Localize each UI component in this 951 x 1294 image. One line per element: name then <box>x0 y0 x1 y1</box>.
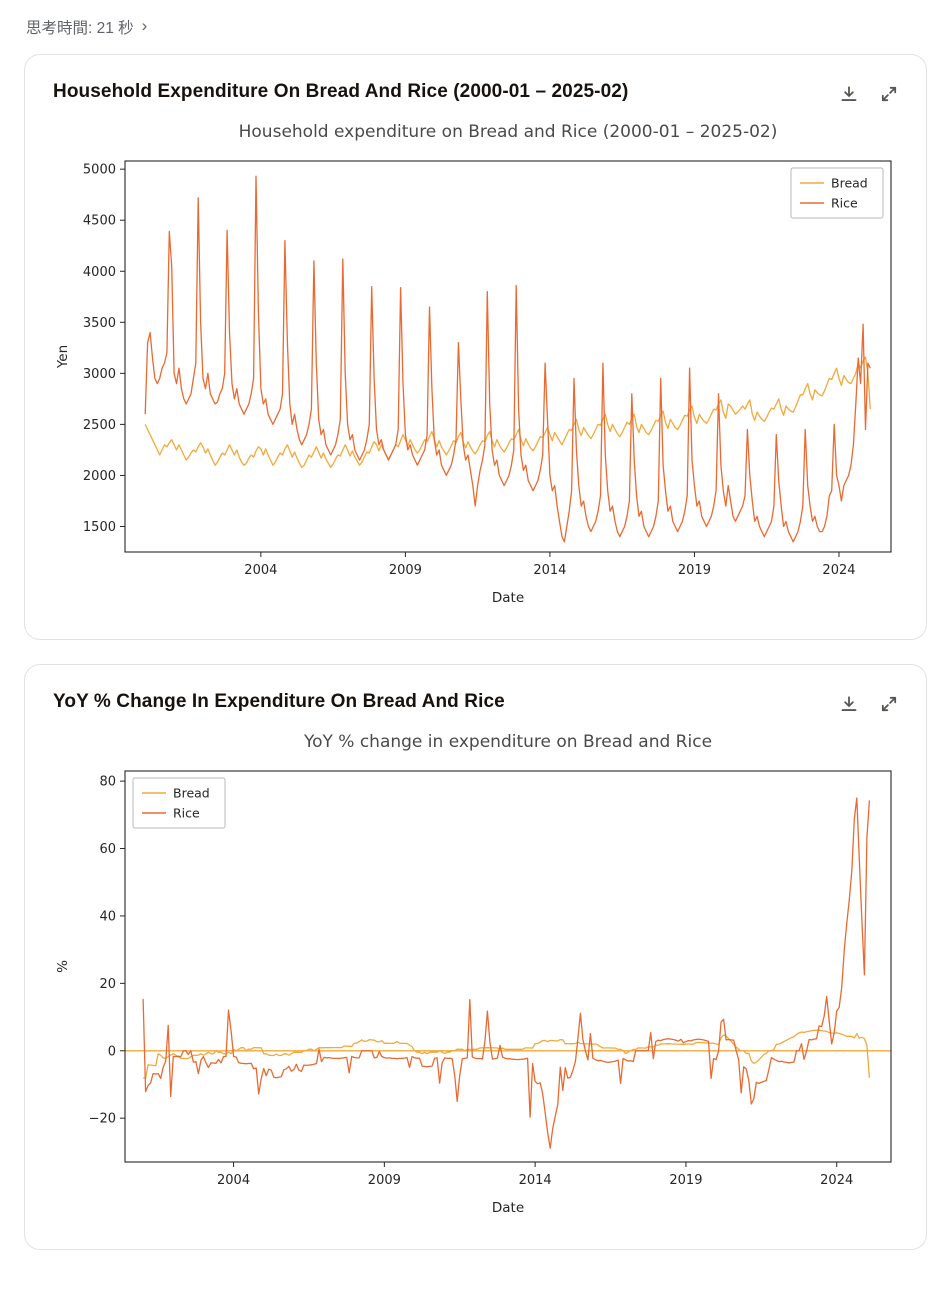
svg-text:Rice: Rice <box>173 806 200 821</box>
download-button[interactable] <box>838 83 860 105</box>
svg-text:20: 20 <box>99 977 116 992</box>
svg-text:2004: 2004 <box>244 563 277 578</box>
expand-button[interactable] <box>878 693 900 715</box>
svg-text:Yen: Yen <box>55 345 71 369</box>
yoy-chart: YoY % change in expenditure on Bread and… <box>42 721 909 1231</box>
yoy-card-title: YoY % Change In Expenditure On Bread And… <box>53 691 505 712</box>
svg-text:2014: 2014 <box>533 563 566 578</box>
svg-text:4500: 4500 <box>82 214 115 229</box>
svg-text:Bread: Bread <box>831 176 868 191</box>
svg-text:Rice: Rice <box>831 196 858 211</box>
svg-text:2019: 2019 <box>669 1173 702 1188</box>
svg-text:2014: 2014 <box>518 1173 551 1188</box>
svg-text:Bread: Bread <box>173 786 210 801</box>
expand-icon <box>881 86 897 102</box>
svg-text:0: 0 <box>107 1044 115 1059</box>
svg-text:2500: 2500 <box>82 418 115 433</box>
svg-text:−20: −20 <box>88 1112 115 1127</box>
svg-text:%: % <box>55 960 71 973</box>
svg-text:2000: 2000 <box>82 469 115 484</box>
expenditure-card-title: Household Expenditure On Bread And Rice … <box>53 81 629 102</box>
expand-icon <box>881 696 897 712</box>
svg-text:2009: 2009 <box>367 1173 400 1188</box>
svg-text:Household expenditure on Bread: Household expenditure on Bread and Rice … <box>238 122 777 142</box>
download-icon <box>841 86 857 101</box>
svg-text:40: 40 <box>99 909 116 924</box>
svg-text:Date: Date <box>491 1200 523 1216</box>
chevron-right-icon: › <box>141 16 148 35</box>
svg-text:2024: 2024 <box>822 563 855 578</box>
svg-text:Date: Date <box>491 590 523 606</box>
svg-text:4000: 4000 <box>82 265 115 280</box>
expenditure-chart: Household expenditure on Bread and Rice … <box>42 111 909 621</box>
svg-text:YoY % change in expenditure on: YoY % change in expenditure on Bread and… <box>302 732 711 752</box>
svg-text:3000: 3000 <box>82 367 115 382</box>
expand-button[interactable] <box>878 83 900 105</box>
thinking-time-label: 思考時間: 21 秒 <box>26 20 134 37</box>
svg-text:80: 80 <box>99 775 116 790</box>
expenditure-card-header: Household Expenditure On Bread And Rice … <box>47 77 904 105</box>
thinking-time-toggle[interactable]: 思考時間: 21 秒 › <box>26 16 927 38</box>
svg-text:5000: 5000 <box>82 163 115 178</box>
svg-text:2024: 2024 <box>820 1173 853 1188</box>
yoy-card-header: YoY % Change In Expenditure On Bread And… <box>47 687 904 715</box>
svg-text:2019: 2019 <box>677 563 710 578</box>
svg-text:2009: 2009 <box>388 563 421 578</box>
yoy-card-actions <box>838 693 900 715</box>
yoy-card: YoY % Change In Expenditure On Bread And… <box>24 664 927 1250</box>
download-icon <box>841 696 857 711</box>
expenditure-card: Household Expenditure On Bread And Rice … <box>24 54 927 640</box>
expenditure-card-actions <box>838 83 900 105</box>
svg-text:60: 60 <box>99 842 116 857</box>
svg-text:3500: 3500 <box>82 316 115 331</box>
download-button[interactable] <box>838 693 860 715</box>
svg-text:1500: 1500 <box>82 520 115 535</box>
svg-text:2004: 2004 <box>217 1173 250 1188</box>
